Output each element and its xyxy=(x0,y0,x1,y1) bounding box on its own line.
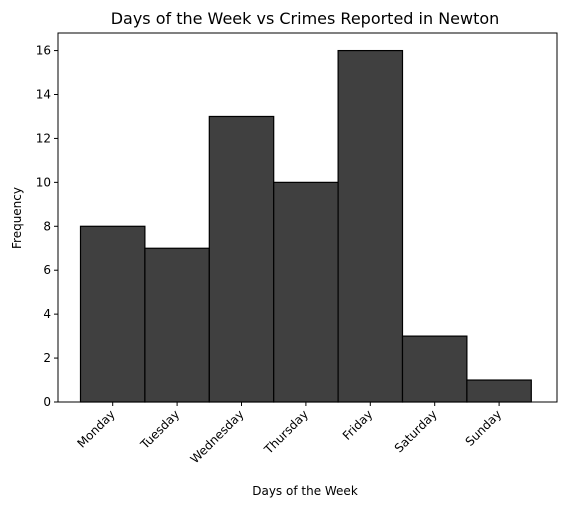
y-tick-label: 2 xyxy=(43,351,51,365)
y-tick-label: 16 xyxy=(36,44,51,58)
bar-wednesday xyxy=(208,115,275,403)
bar-tuesday xyxy=(144,247,210,403)
x-tick-label-monday: Monday xyxy=(74,407,117,450)
bars xyxy=(79,49,532,403)
x-axis: Monday Tuesday Wednesday Thursday Friday Satu… xyxy=(74,402,504,466)
x-tick-label-wednesday: Wednesday xyxy=(188,407,247,466)
y-tick-label: 10 xyxy=(36,175,51,189)
bar-monday xyxy=(79,225,146,403)
x-tick-label-sunday: Sunday xyxy=(463,407,505,449)
x-tick-label-saturday: Saturday xyxy=(392,407,440,455)
bar-friday xyxy=(337,49,404,403)
bar-saturday xyxy=(401,335,468,403)
x-tick-label-tuesday: Tuesday xyxy=(137,407,182,452)
bar-thursday xyxy=(273,181,339,403)
y-tick-label: 12 xyxy=(36,131,51,145)
y-tick-label: 6 xyxy=(43,263,51,277)
y-tick-label: 0 xyxy=(43,395,51,409)
chart-title: Days of the Week vs Crimes Reported in N… xyxy=(111,9,500,28)
plot-frame xyxy=(57,32,558,403)
x-axis-label: Days of the Week xyxy=(252,484,358,498)
y-axis: 0 2 4 6 8 10 12 14 16 xyxy=(36,44,58,409)
y-axis-label: Frequency xyxy=(10,187,24,249)
x-tick-label-thursday: Thursday xyxy=(261,407,311,457)
y-tick-label: 14 xyxy=(36,88,51,102)
y-tick-label: 4 xyxy=(43,307,51,321)
x-tick-label-friday: Friday xyxy=(340,407,376,443)
bar-sunday xyxy=(466,379,532,403)
y-tick-label: 8 xyxy=(43,219,51,233)
